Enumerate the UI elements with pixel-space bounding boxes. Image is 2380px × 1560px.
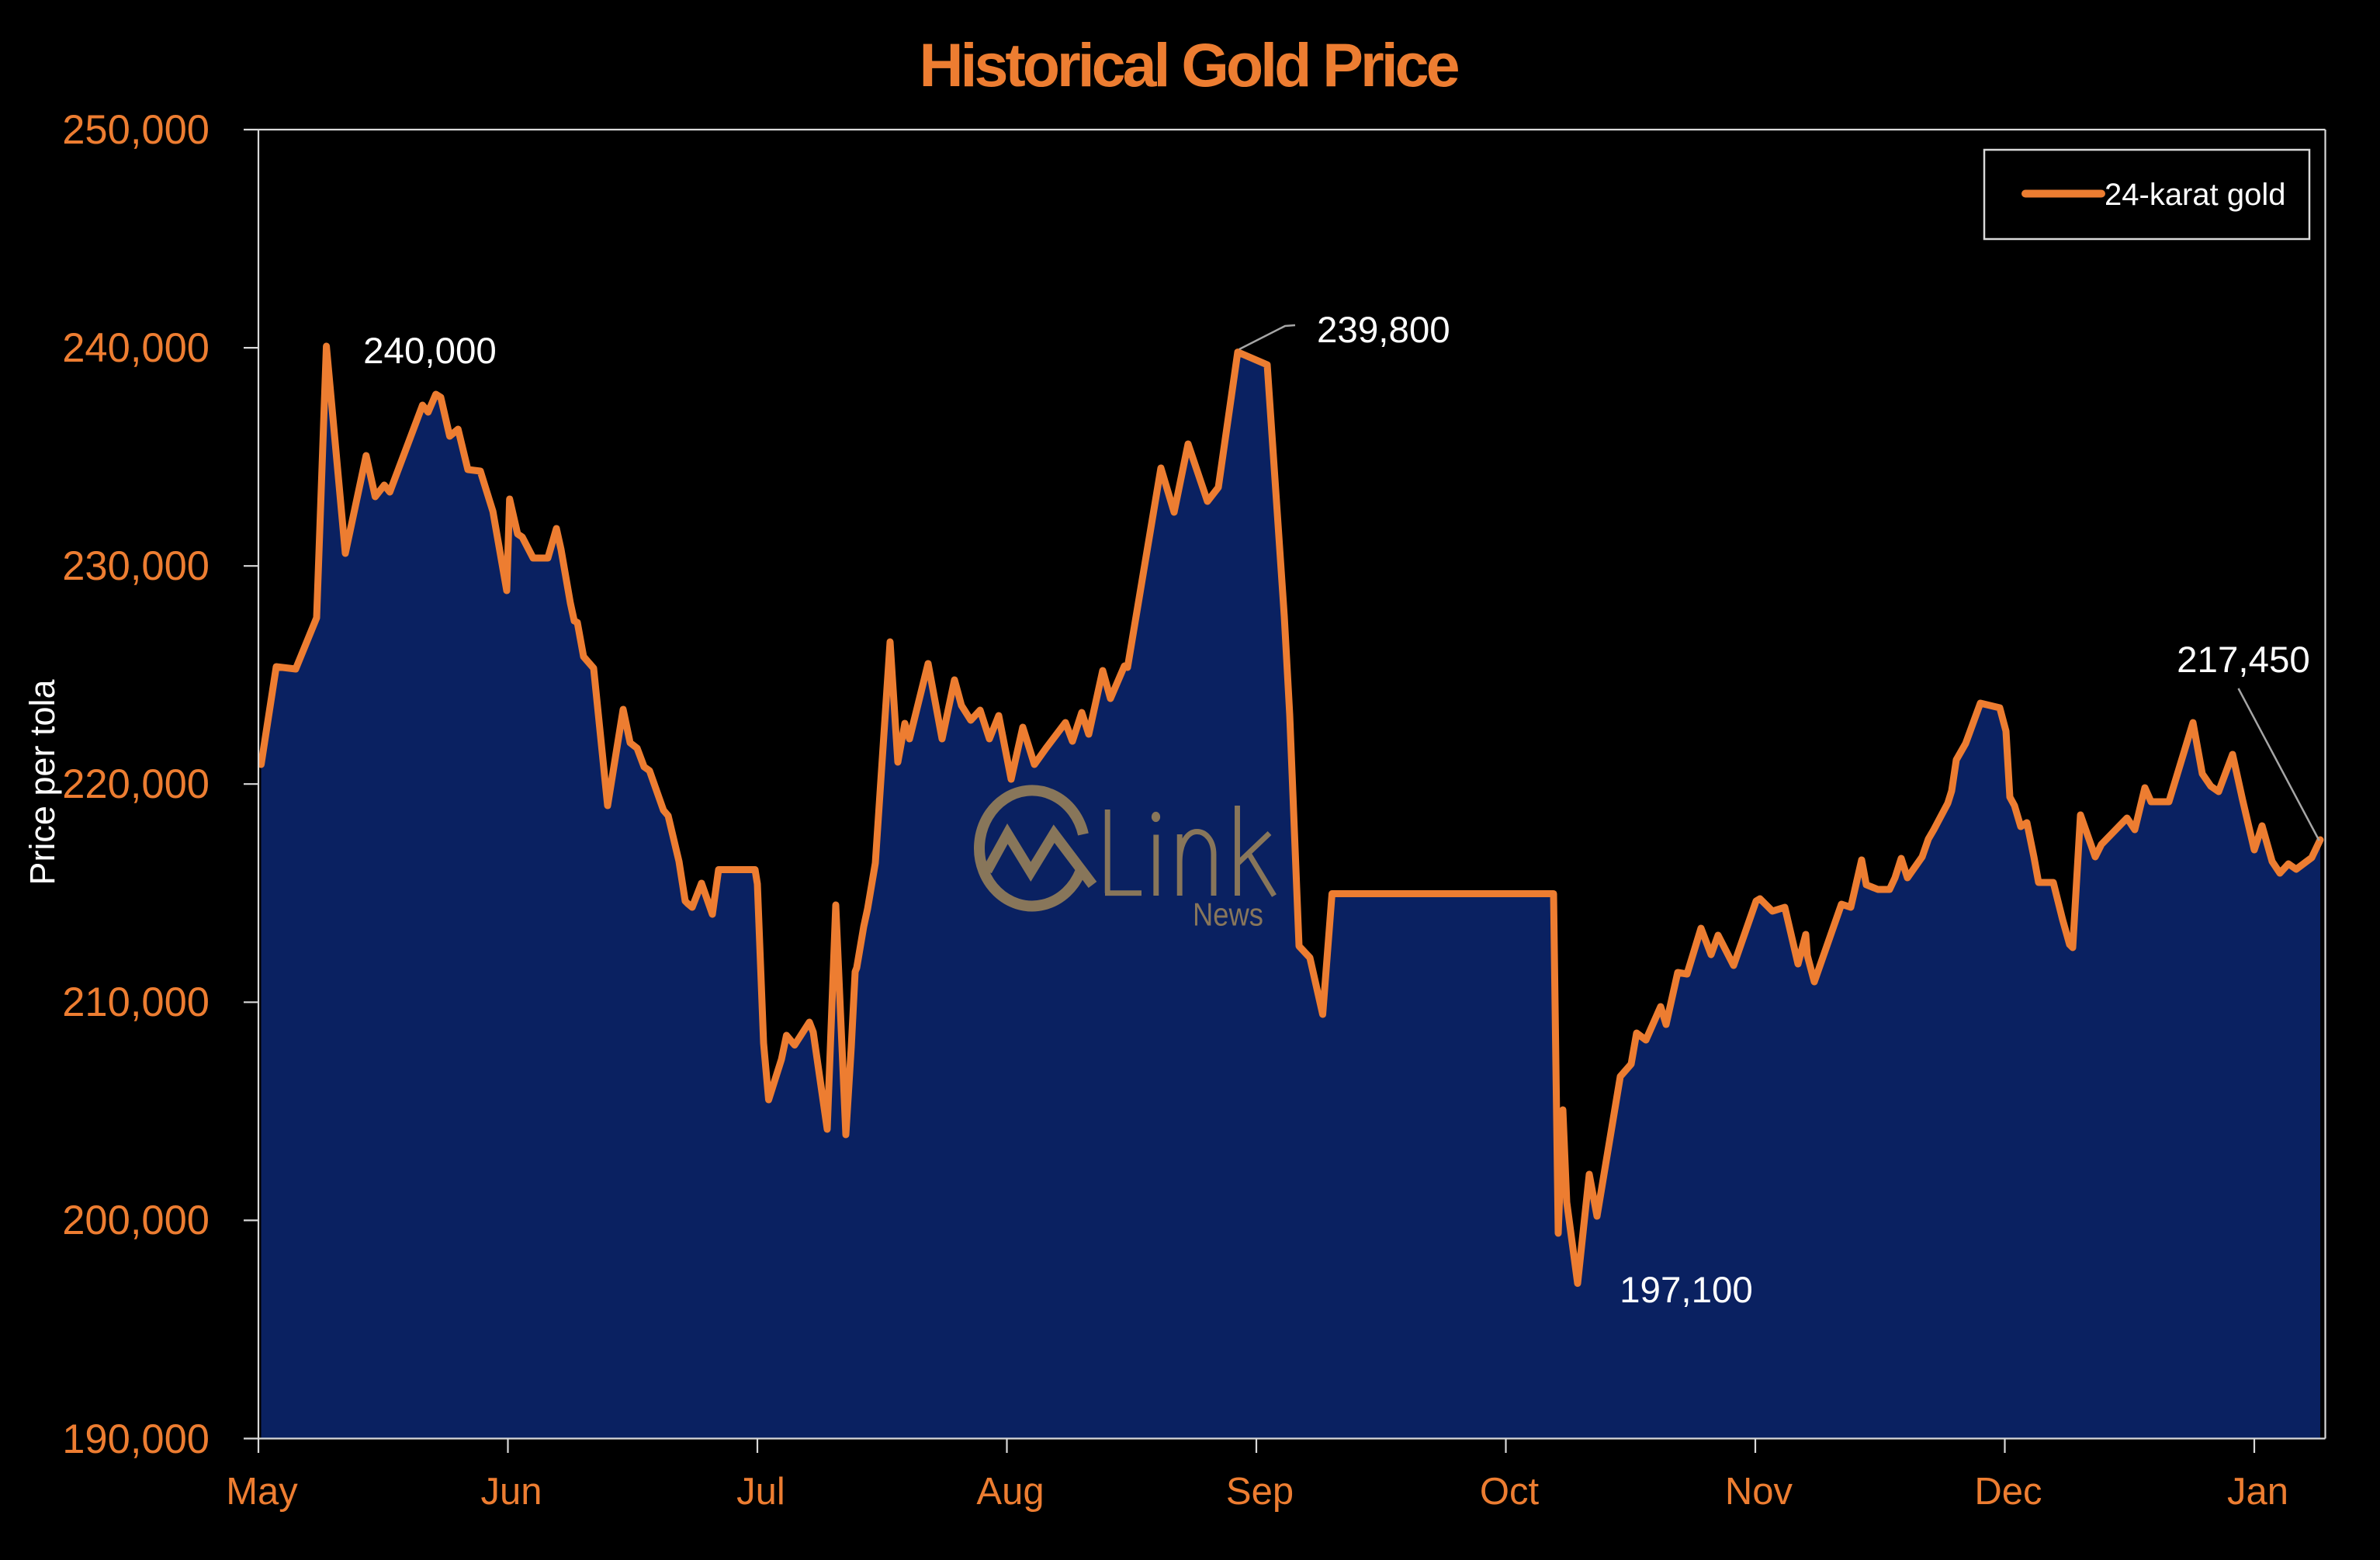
svg-text:240,000: 240,000: [363, 331, 497, 372]
svg-text:May: May: [226, 1471, 298, 1513]
svg-text:200,000: 200,000: [62, 1198, 210, 1243]
svg-text:Dec: Dec: [1974, 1471, 2042, 1513]
svg-text:220,000: 220,000: [62, 761, 210, 807]
svg-text:Sep: Sep: [1226, 1471, 1294, 1513]
svg-text:News: News: [1193, 896, 1263, 933]
svg-text:190,000: 190,000: [62, 1416, 210, 1462]
svg-text:239,800: 239,800: [1317, 310, 1450, 351]
svg-text:210,000: 210,000: [62, 979, 210, 1025]
svg-text:Aug: Aug: [976, 1471, 1044, 1513]
svg-text:24-karat gold: 24-karat gold: [2105, 178, 2285, 212]
svg-text:230,000: 230,000: [62, 543, 210, 589]
svg-text:Jun: Jun: [480, 1471, 542, 1513]
svg-text:Oct: Oct: [1480, 1471, 1540, 1513]
svg-text:Price per tola: Price per tola: [23, 678, 62, 885]
svg-text:Jan: Jan: [2227, 1471, 2288, 1513]
svg-text:250,000: 250,000: [62, 107, 210, 153]
svg-text:217,450: 217,450: [2177, 640, 2310, 681]
svg-text:Nov: Nov: [1725, 1471, 1793, 1513]
svg-text:240,000: 240,000: [62, 325, 210, 371]
svg-text:197,100: 197,100: [1620, 1270, 1753, 1311]
svg-text:Jul: Jul: [736, 1471, 785, 1513]
svg-text:Historical Gold Price: Historical Gold Price: [919, 30, 1458, 99]
